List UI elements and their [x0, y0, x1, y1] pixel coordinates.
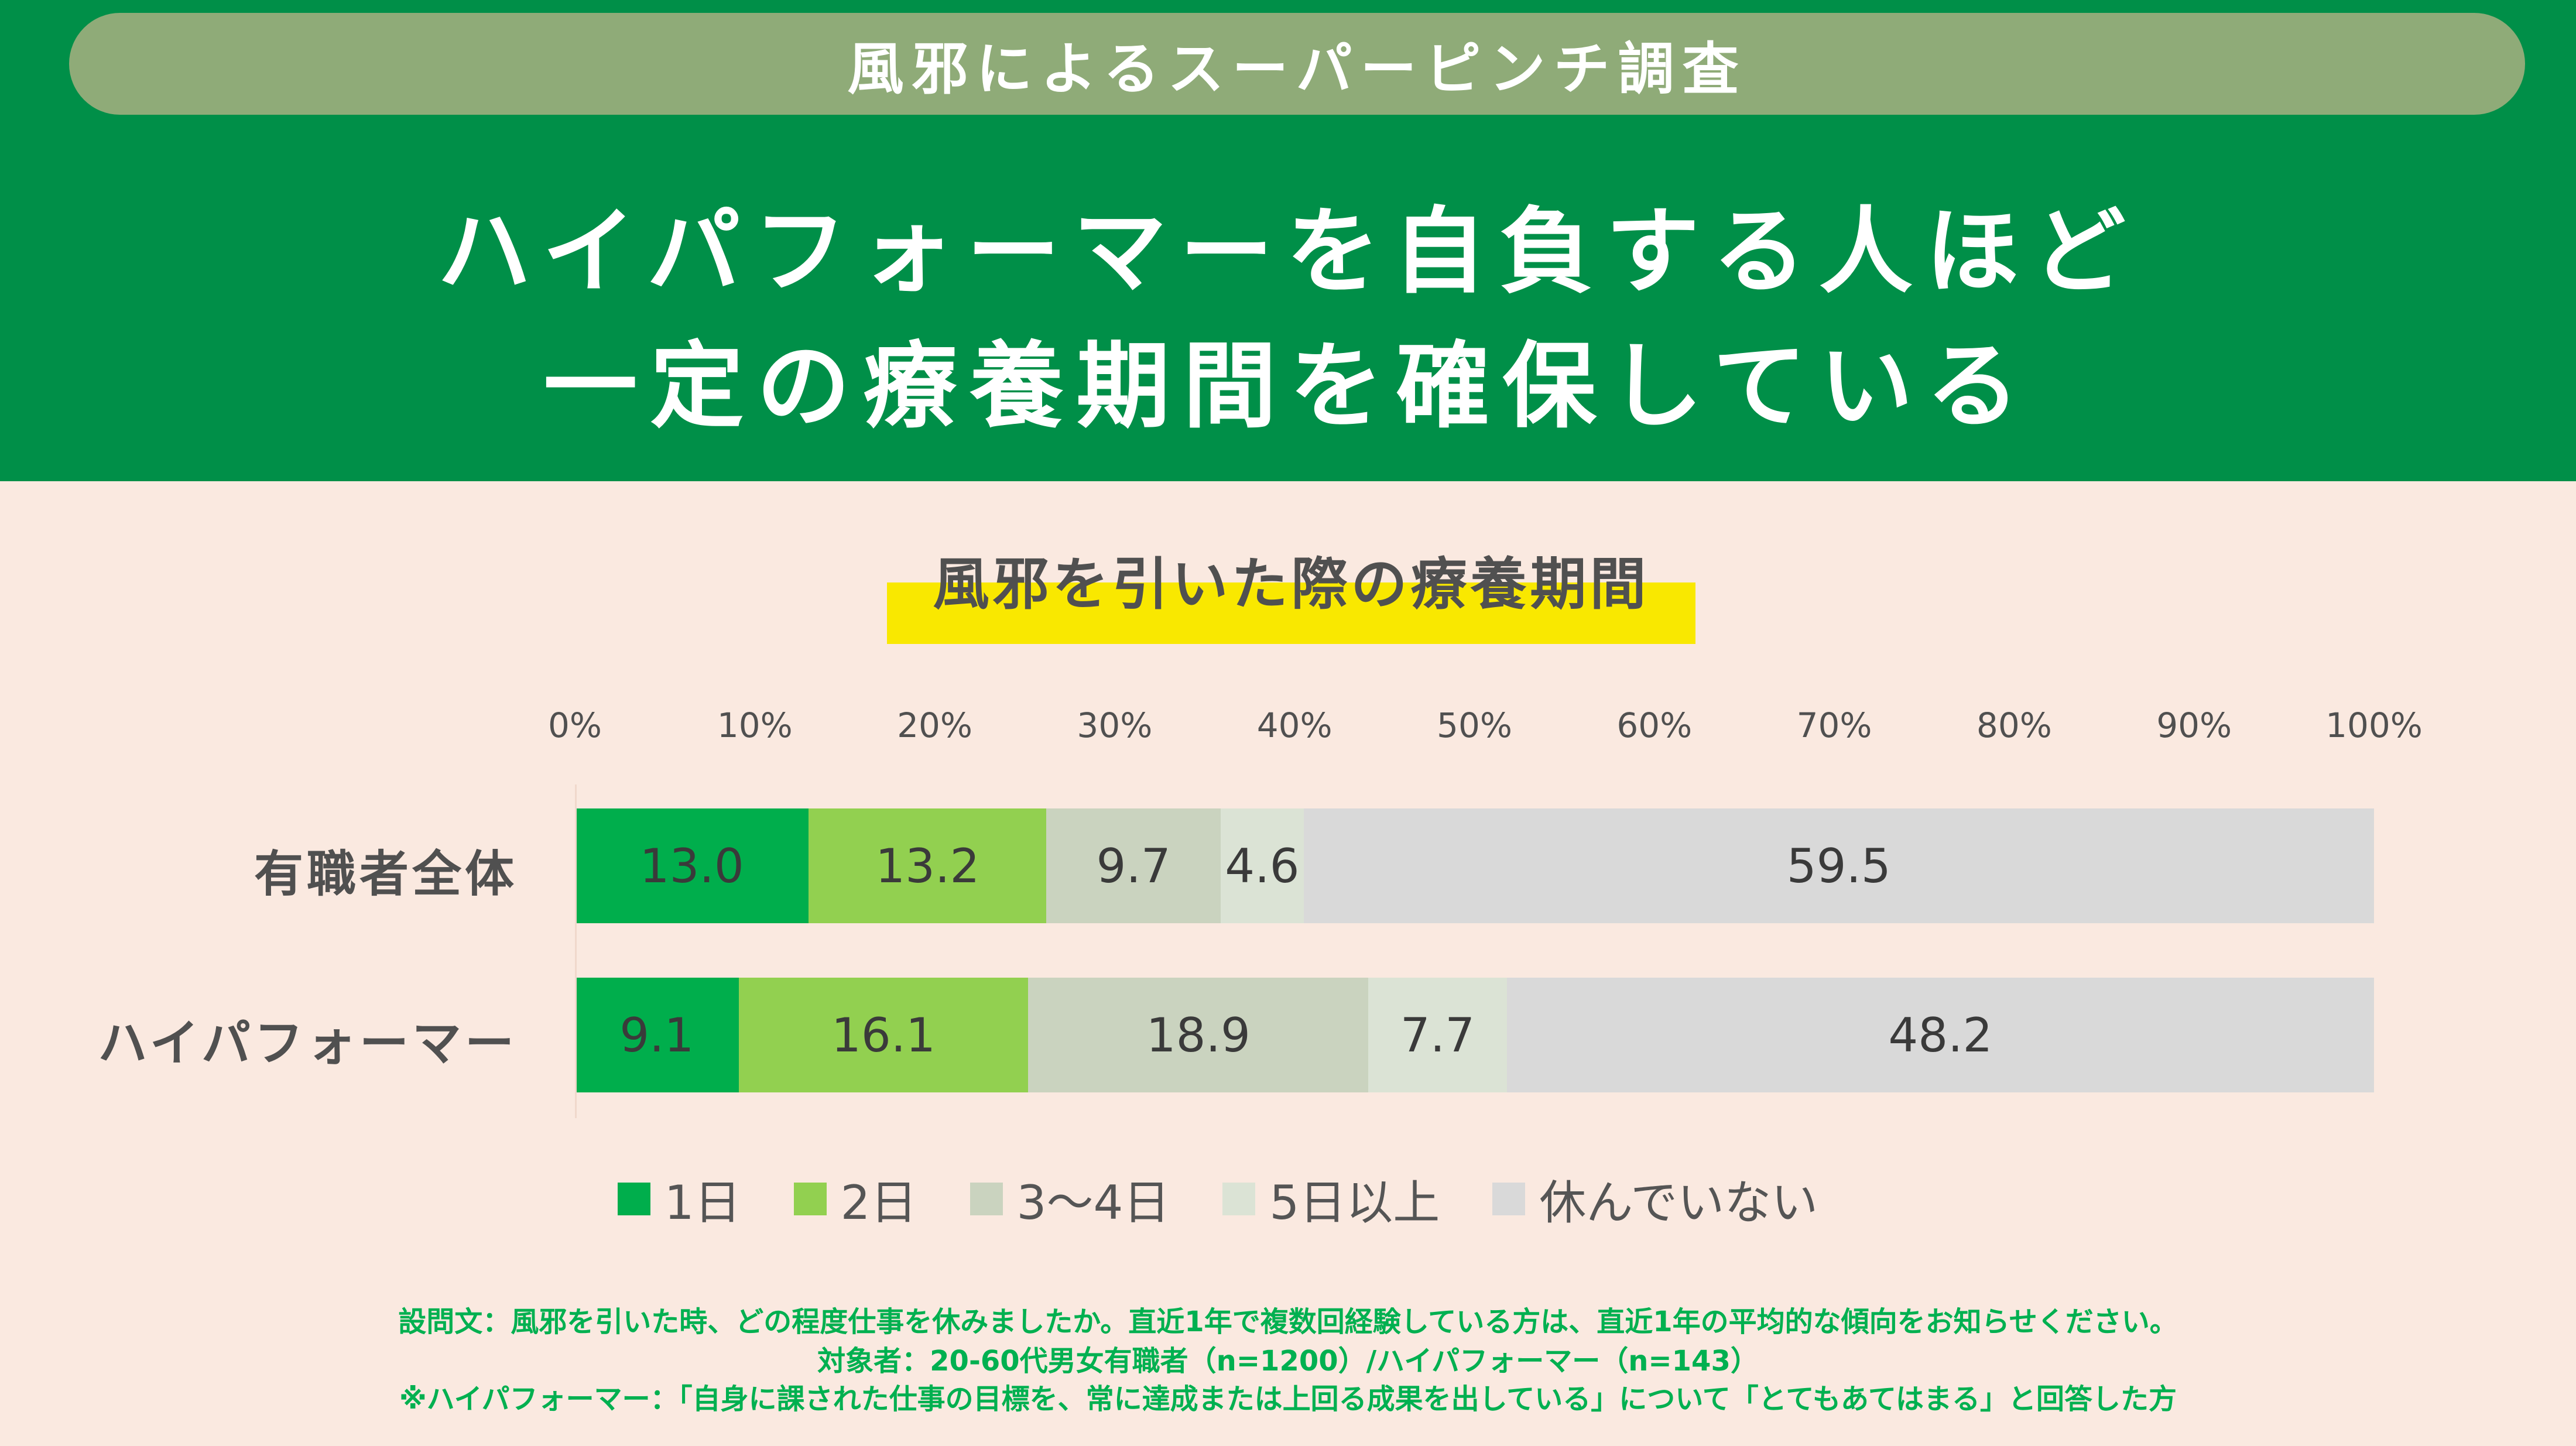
bar-segment: 7.7 [1368, 978, 1507, 1092]
data-label: 4.6 [1225, 838, 1300, 893]
data-label: 48.2 [1888, 1008, 1993, 1063]
data-label: 9.7 [1096, 838, 1171, 893]
footnote-definition: ※ハイパフォーマー：「自身に課された仕事の目標を、常に達成または上回る成果を出し… [399, 1383, 2177, 1416]
legend-label: 3～4日 [1016, 1176, 1170, 1230]
legend-label: 5日以上 [1269, 1176, 1440, 1230]
legend-item: 5日以上 [1222, 1165, 1440, 1233]
legend-item: 休んでいない [1492, 1165, 1818, 1233]
tick-label: 40% [1256, 705, 1332, 745]
headline-line-1: ハイパフォーマーを自負する人ほど [437, 197, 2139, 306]
bar-segment: 59.5 [1303, 808, 2374, 923]
data-label: 16.1 [831, 1008, 936, 1063]
bar-segment: 18.9 [1028, 978, 1369, 1092]
bar-segment: 9.1 [575, 978, 739, 1092]
axis-line [575, 784, 577, 1118]
category-label: 有職者全体 [254, 845, 518, 903]
legend-swatch [1222, 1183, 1256, 1215]
legend-item: 3～4日 [970, 1165, 1170, 1233]
tick-label: 30% [1077, 705, 1153, 745]
footnote-respondents: 対象者：20-60代男女有職者（n=1200）/ハイパフォーマー（n=143） [817, 1345, 1759, 1378]
legend-item: 1日 [617, 1165, 741, 1233]
legend-label: 休んでいない [1539, 1176, 1818, 1230]
footnote-question: 設問文：風邪を引いた時、どの程度仕事を休みましたか。直近1年で複数回経験している… [398, 1305, 2178, 1338]
legend-swatch [1492, 1183, 1526, 1215]
bar-segment: 13.2 [809, 808, 1047, 923]
data-label: 9.1 [619, 1008, 694, 1063]
legend-swatch [617, 1183, 650, 1215]
tick-label: 0% [547, 705, 602, 745]
chart-title: 風邪を引いた際の療養期間 [933, 551, 1650, 617]
legend-swatch [970, 1183, 1003, 1215]
tick-label: 50% [1437, 705, 1512, 745]
headline-line-2: 一定の療養期間を確保している [543, 331, 2033, 441]
bar-segment: 9.7 [1046, 808, 1221, 923]
title-highlight [887, 582, 1695, 644]
data-label: 59.5 [1786, 838, 1891, 893]
survey-label: 風邪によるスーパーピンチ調査 [69, 13, 2525, 115]
legend-label: 1日 [664, 1176, 741, 1230]
data-label: 7.7 [1400, 1008, 1475, 1063]
legend-label: 2日 [840, 1176, 917, 1230]
legend-item: 2日 [793, 1165, 917, 1233]
data-label: 18.9 [1146, 1008, 1251, 1063]
bar-segment: 13.0 [575, 808, 809, 923]
bar-segment: 48.2 [1506, 978, 2374, 1092]
legend: 1日 2日 3～4日 5日以上 休んでいない [0, 1165, 2576, 1233]
header-banner: 風邪によるスーパーピンチ調査 ハイパフォーマーを自負する人ほど 一定の療養期間を… [0, 0, 2576, 481]
tick-label: 80% [1976, 705, 2052, 745]
data-label: 13.2 [875, 838, 980, 893]
bar-segment: 16.1 [738, 978, 1029, 1092]
tick-label: 90% [2156, 705, 2232, 745]
tick-label: 100% [2325, 705, 2423, 745]
tick-label: 60% [1616, 705, 1693, 745]
bar-segment: 4.6 [1221, 808, 1304, 923]
tick-label: 10% [717, 705, 793, 745]
data-label: 13.0 [639, 838, 744, 893]
legend-swatch [793, 1183, 827, 1215]
tick-label: 70% [1796, 705, 1872, 745]
category-label: ハイパフォーマー [98, 1015, 518, 1072]
tick-label: 20% [897, 705, 973, 745]
